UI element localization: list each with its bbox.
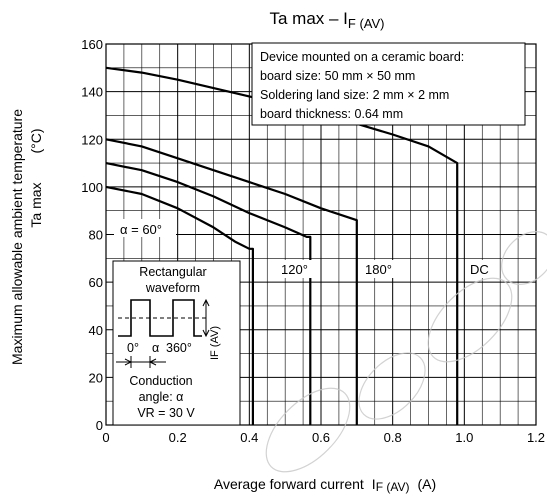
x-tick-label: 0.2 [169, 430, 187, 445]
waveform-pulses [118, 299, 202, 337]
series-label-180: 180° [365, 262, 392, 277]
annotation-line-3: Soldering land size: 2 mm × 2 mm [260, 88, 449, 102]
x-tick-label: 1.2 [527, 430, 545, 445]
series-line-1 [105, 162, 312, 425]
y-tick-label: 140 [81, 85, 103, 100]
annotation-line-4: board thickness: 0.64 mm [260, 107, 403, 121]
inset-conduction-line-1: Conduction [129, 374, 192, 388]
series-line-2 [105, 138, 358, 425]
y-tick-label: 40 [89, 323, 103, 338]
svg-text:Ta max: Ta max [28, 182, 44, 227]
y-tick-label: 80 [89, 228, 103, 243]
x-axis-label: Average forward current IF (AV) (A) [214, 476, 436, 494]
watermark [265, 231, 547, 473]
series-line-0 [105, 185, 254, 425]
x-tick-label: 0.8 [384, 430, 402, 445]
inset-conduction-line-2: angle: α [139, 390, 184, 404]
chart-title: Ta max – IF (AV) [269, 9, 384, 31]
inset-vr-label: VR = 30 V [137, 406, 195, 420]
y-tick-label: 0 [96, 418, 103, 433]
y-axis-label: Maximum allowable ambient temperature Ta… [9, 109, 44, 365]
annotation-line-1: Device mounted on a ceramic board: [260, 50, 464, 64]
x-tick-label: 0.6 [312, 430, 330, 445]
tick-labels: 0 0.2 0.4 0.6 0.8 1.0 1.2 0 20 40 60 80 100 120 140 160 [81, 37, 545, 445]
y-tick-label: 100 [81, 180, 103, 195]
inset-label-360: 360° [166, 341, 192, 355]
series-label-60: α = 60° [120, 222, 162, 237]
svg-text:(°C): (°C) [28, 128, 44, 153]
inset-title-line-1: Rectangular [139, 265, 206, 279]
inset-label-zero: 0° [127, 341, 139, 355]
waveform-inset: Rectangular waveform IF (AV) 0° α 360° C… [112, 260, 241, 426]
y-tick-label: 20 [89, 370, 103, 385]
series-labels: α = 60° 120° 180° DC [114, 219, 497, 278]
x-tick-label: 0.4 [240, 430, 258, 445]
series-label-120: 120° [281, 262, 308, 277]
svg-text:Maximum allowable ambient temp: Maximum allowable ambient temperature [9, 109, 25, 365]
x-tick-label: 0 [102, 430, 109, 445]
y-tick-label: 160 [81, 37, 103, 52]
y-tick-label: 60 [89, 275, 103, 290]
inset-title-line-2: waveform [145, 281, 200, 295]
annotation-box: Device mounted on a ceramic board: board… [251, 42, 526, 126]
annotation-line-2: board size: 50 mm × 50 mm [260, 69, 415, 83]
y-tick-label: 120 [81, 132, 103, 147]
series-label-dc: DC [470, 262, 489, 277]
inset-label-alpha: α [152, 341, 159, 355]
x-tick-label: 1.0 [455, 430, 473, 445]
inset-current-label: IF (AV) [209, 326, 221, 360]
